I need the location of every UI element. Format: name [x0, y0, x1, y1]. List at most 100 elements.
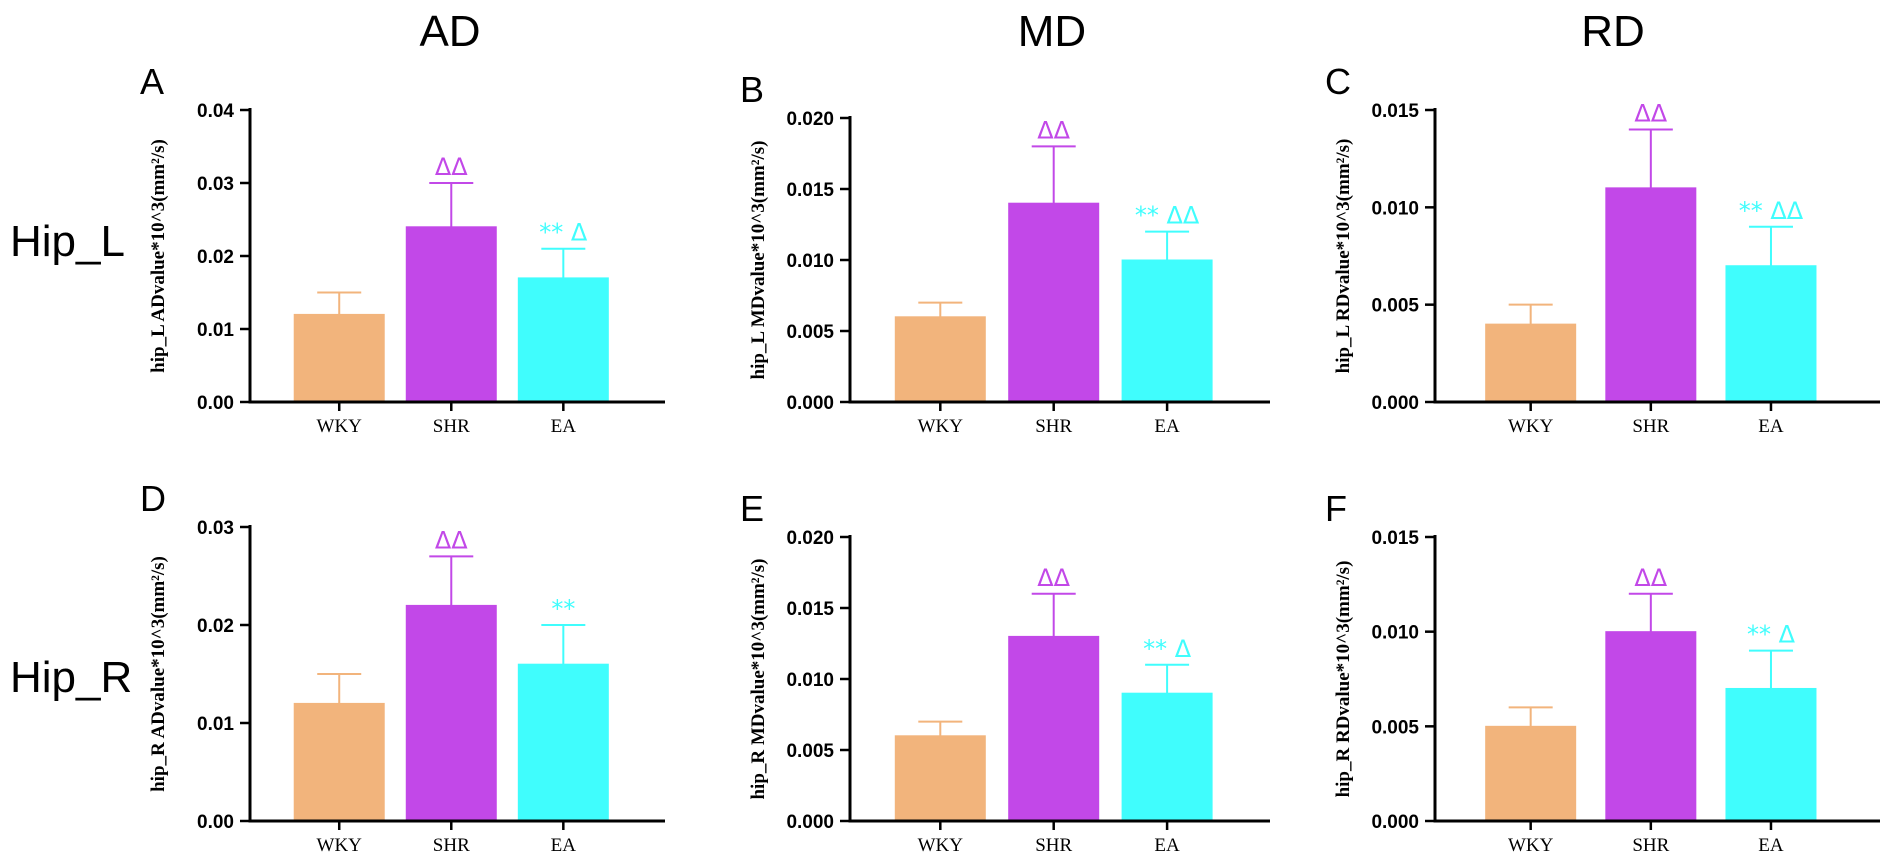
panel-b-ytick-label: 0.015 [786, 180, 834, 201]
panel-a-ytick-label: 0.04 [197, 101, 234, 122]
panel-f-xtick-wky: WKY [1508, 835, 1554, 856]
panel-f-xtick-shr: SHR [1632, 835, 1669, 856]
panel-b-sig-shr: ΔΔ [1037, 116, 1070, 144]
panel-e-ytick-label: 0.015 [786, 599, 834, 620]
panel-e-ylabel: hip_R MDvalue*10^3(mm²/s) [748, 558, 769, 799]
panel-d-ylabel: hip_R ADvalue*10^3(mm²/s) [148, 556, 169, 792]
panel-a-xtick-wky: WKY [317, 416, 363, 437]
panel-c-ytick-label: 0.005 [1371, 296, 1419, 317]
panel-a-ytick-label: 0.00 [197, 393, 234, 414]
panel-d-ytick-label: 0.02 [197, 616, 234, 637]
panel-b-bar-shr [1008, 202, 1100, 403]
panel-f-ytick-label: 0.015 [1371, 528, 1419, 549]
panel-b-ytick-label: 0.020 [786, 109, 834, 130]
panel-d-bar-ea [517, 663, 609, 822]
panel-d-letter: D [140, 478, 166, 519]
panel-d-bar-shr [405, 604, 497, 822]
panel-b-xtick-shr: SHR [1035, 416, 1072, 437]
panel-b-letter: B [740, 69, 764, 110]
panel-e-xtick-shr: SHR [1035, 835, 1072, 856]
panel-b-bar-wky [894, 316, 986, 403]
panel-f-letter: F [1325, 488, 1347, 529]
panel-a-sig-ea: ** Δ [539, 219, 588, 247]
panel-c-xtick-ea: EA [1758, 416, 1784, 437]
panel-c-ylabel: hip_L RDvalue*10^3(mm²/s) [1333, 139, 1354, 374]
panel-a-xtick-shr: SHR [433, 416, 470, 437]
panel-d-xtick-shr: SHR [433, 835, 470, 856]
panel-e-bar-shr [1008, 635, 1100, 822]
panel-d-ytick-label: 0.00 [197, 812, 234, 833]
panel-c: C WKY ΔΔ SHR ** ΔΔ EA 0.000 0.005 0.010 0.015 hip_… [1325, 61, 1880, 437]
panel-a-bar-ea [517, 277, 609, 403]
panel-a-bar-wky [293, 313, 385, 403]
panel-f-bar-ea [1725, 687, 1817, 822]
panel-c-sig-shr: ΔΔ [1634, 99, 1667, 127]
panel-c-sig-ea: ** ΔΔ [1739, 197, 1804, 225]
panel-a-ytick-label: 0.03 [197, 174, 234, 195]
panel-d-ytick-label: 0.03 [197, 518, 234, 539]
panel-f-bar-shr [1605, 631, 1697, 822]
panel-b: B WKY ΔΔ SHR ** ΔΔ EA 0.000 0.005 0.010 0.015 0.02… [740, 69, 1270, 437]
panel-c-xtick-shr: SHR [1632, 416, 1669, 437]
panel-e-ytick-label: 0.005 [786, 741, 834, 762]
panel-d-bar-wky [293, 702, 385, 822]
panel-c-bar-wky [1485, 323, 1577, 403]
panel-f-sig-shr: ΔΔ [1634, 564, 1667, 592]
panel-f-ytick-label: 0.005 [1371, 717, 1419, 738]
panel-b-bar-ea [1121, 259, 1213, 403]
panel-f-xtick-ea: EA [1758, 835, 1784, 856]
column-header-ad: AD [419, 7, 480, 56]
column-header-rd: RD [1581, 7, 1645, 56]
panel-e-letter: E [740, 488, 764, 529]
panel-e-ytick-label: 0.010 [786, 670, 834, 691]
panel-b-ytick-label: 0.005 [786, 322, 834, 343]
panel-d-xtick-ea: EA [551, 835, 577, 856]
panel-e-xtick-ea: EA [1154, 835, 1180, 856]
panel-c-ytick-label: 0.010 [1371, 198, 1419, 219]
panel-b-xtick-wky: WKY [918, 416, 964, 437]
panels: A WKY ΔΔ SHR ** Δ EA 0.00 0.01 0.02 0.03 0.04 hip_L… [140, 61, 1880, 856]
panel-a-letter: A [140, 61, 164, 102]
panel-c-xtick-wky: WKY [1508, 416, 1554, 437]
panel-b-ytick-label: 0.000 [786, 393, 834, 414]
panel-f-ylabel: hip_R RDvalue*10^3(mm²/s) [1333, 561, 1354, 798]
panel-a-ytick-label: 0.02 [197, 247, 234, 268]
panel-e-ytick-label: 0.000 [786, 812, 834, 833]
panel-c-ytick-label: 0.015 [1371, 101, 1419, 122]
column-header-md: MD [1018, 7, 1086, 56]
panel-e-sig-ea: ** Δ [1143, 635, 1192, 663]
panel-e-sig-shr: ΔΔ [1037, 564, 1070, 592]
panel-b-sig-ea: ** ΔΔ [1135, 202, 1200, 230]
panel-d-sig-shr: ΔΔ [435, 526, 468, 554]
panel-d-ytick-label: 0.01 [197, 714, 234, 735]
panel-e-ytick-label: 0.020 [786, 528, 834, 549]
row-label-hip-l: Hip_L [10, 217, 125, 266]
panel-c-letter: C [1325, 61, 1351, 102]
panel-d-xtick-wky: WKY [317, 835, 363, 856]
panel-a-ylabel: hip_L ADvalue*10^3(mm²/s) [148, 139, 169, 373]
panel-e-bar-ea [1121, 692, 1213, 822]
panel-b-xtick-ea: EA [1154, 416, 1180, 437]
panel-f-bar-wky [1485, 725, 1577, 822]
panel-a-sig-shr: ΔΔ [435, 153, 468, 181]
panel-a-bar-shr [405, 226, 497, 403]
panel-d: D WKY ΔΔ SHR ** EA 0.00 0.01 0.02 0.03 hip_R ADval… [140, 478, 665, 856]
panel-f: F WKY ΔΔ SHR ** Δ EA 0.000 0.005 0.010 0.015 hip_R… [1325, 488, 1880, 856]
panel-e-xtick-wky: WKY [918, 835, 964, 856]
panel-a-ytick-label: 0.01 [197, 320, 234, 341]
panel-c-bar-ea [1725, 265, 1817, 403]
panel-d-sig-ea: ** [551, 595, 575, 623]
panel-f-ytick-label: 0.000 [1371, 812, 1419, 833]
panel-c-ytick-label: 0.000 [1371, 393, 1419, 414]
panel-e: E WKY ΔΔ SHR ** Δ EA 0.000 0.005 0.010 0.015 0.020… [740, 488, 1270, 856]
panel-b-ytick-label: 0.010 [786, 251, 834, 272]
row-label-hip-r: Hip_R [10, 653, 132, 702]
panel-e-bar-wky [894, 735, 986, 822]
panel-a-xtick-ea: EA [551, 416, 577, 437]
panel-a: A WKY ΔΔ SHR ** Δ EA 0.00 0.01 0.02 0.03 0.04 hip_L… [140, 61, 665, 437]
panel-f-ytick-label: 0.010 [1371, 623, 1419, 644]
panel-b-ylabel: hip_L MDvalue*10^3(mm²/s) [748, 141, 769, 380]
panel-c-bar-shr [1605, 187, 1697, 403]
panel-f-sig-ea: ** Δ [1747, 621, 1796, 649]
